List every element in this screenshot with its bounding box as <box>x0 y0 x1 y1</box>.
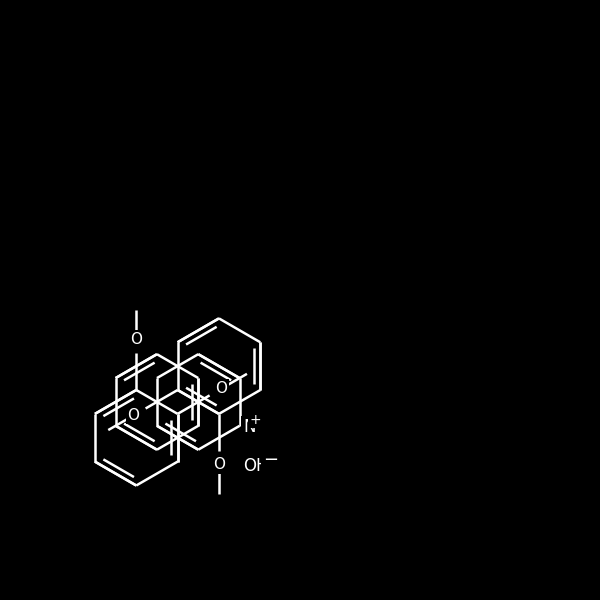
Text: O: O <box>130 332 142 347</box>
Text: +: + <box>249 413 261 427</box>
Text: O: O <box>213 457 225 472</box>
Text: −: − <box>263 451 278 469</box>
Text: O: O <box>128 408 140 423</box>
Text: O: O <box>215 381 227 396</box>
Text: OH: OH <box>244 457 269 475</box>
Text: N: N <box>244 418 256 436</box>
